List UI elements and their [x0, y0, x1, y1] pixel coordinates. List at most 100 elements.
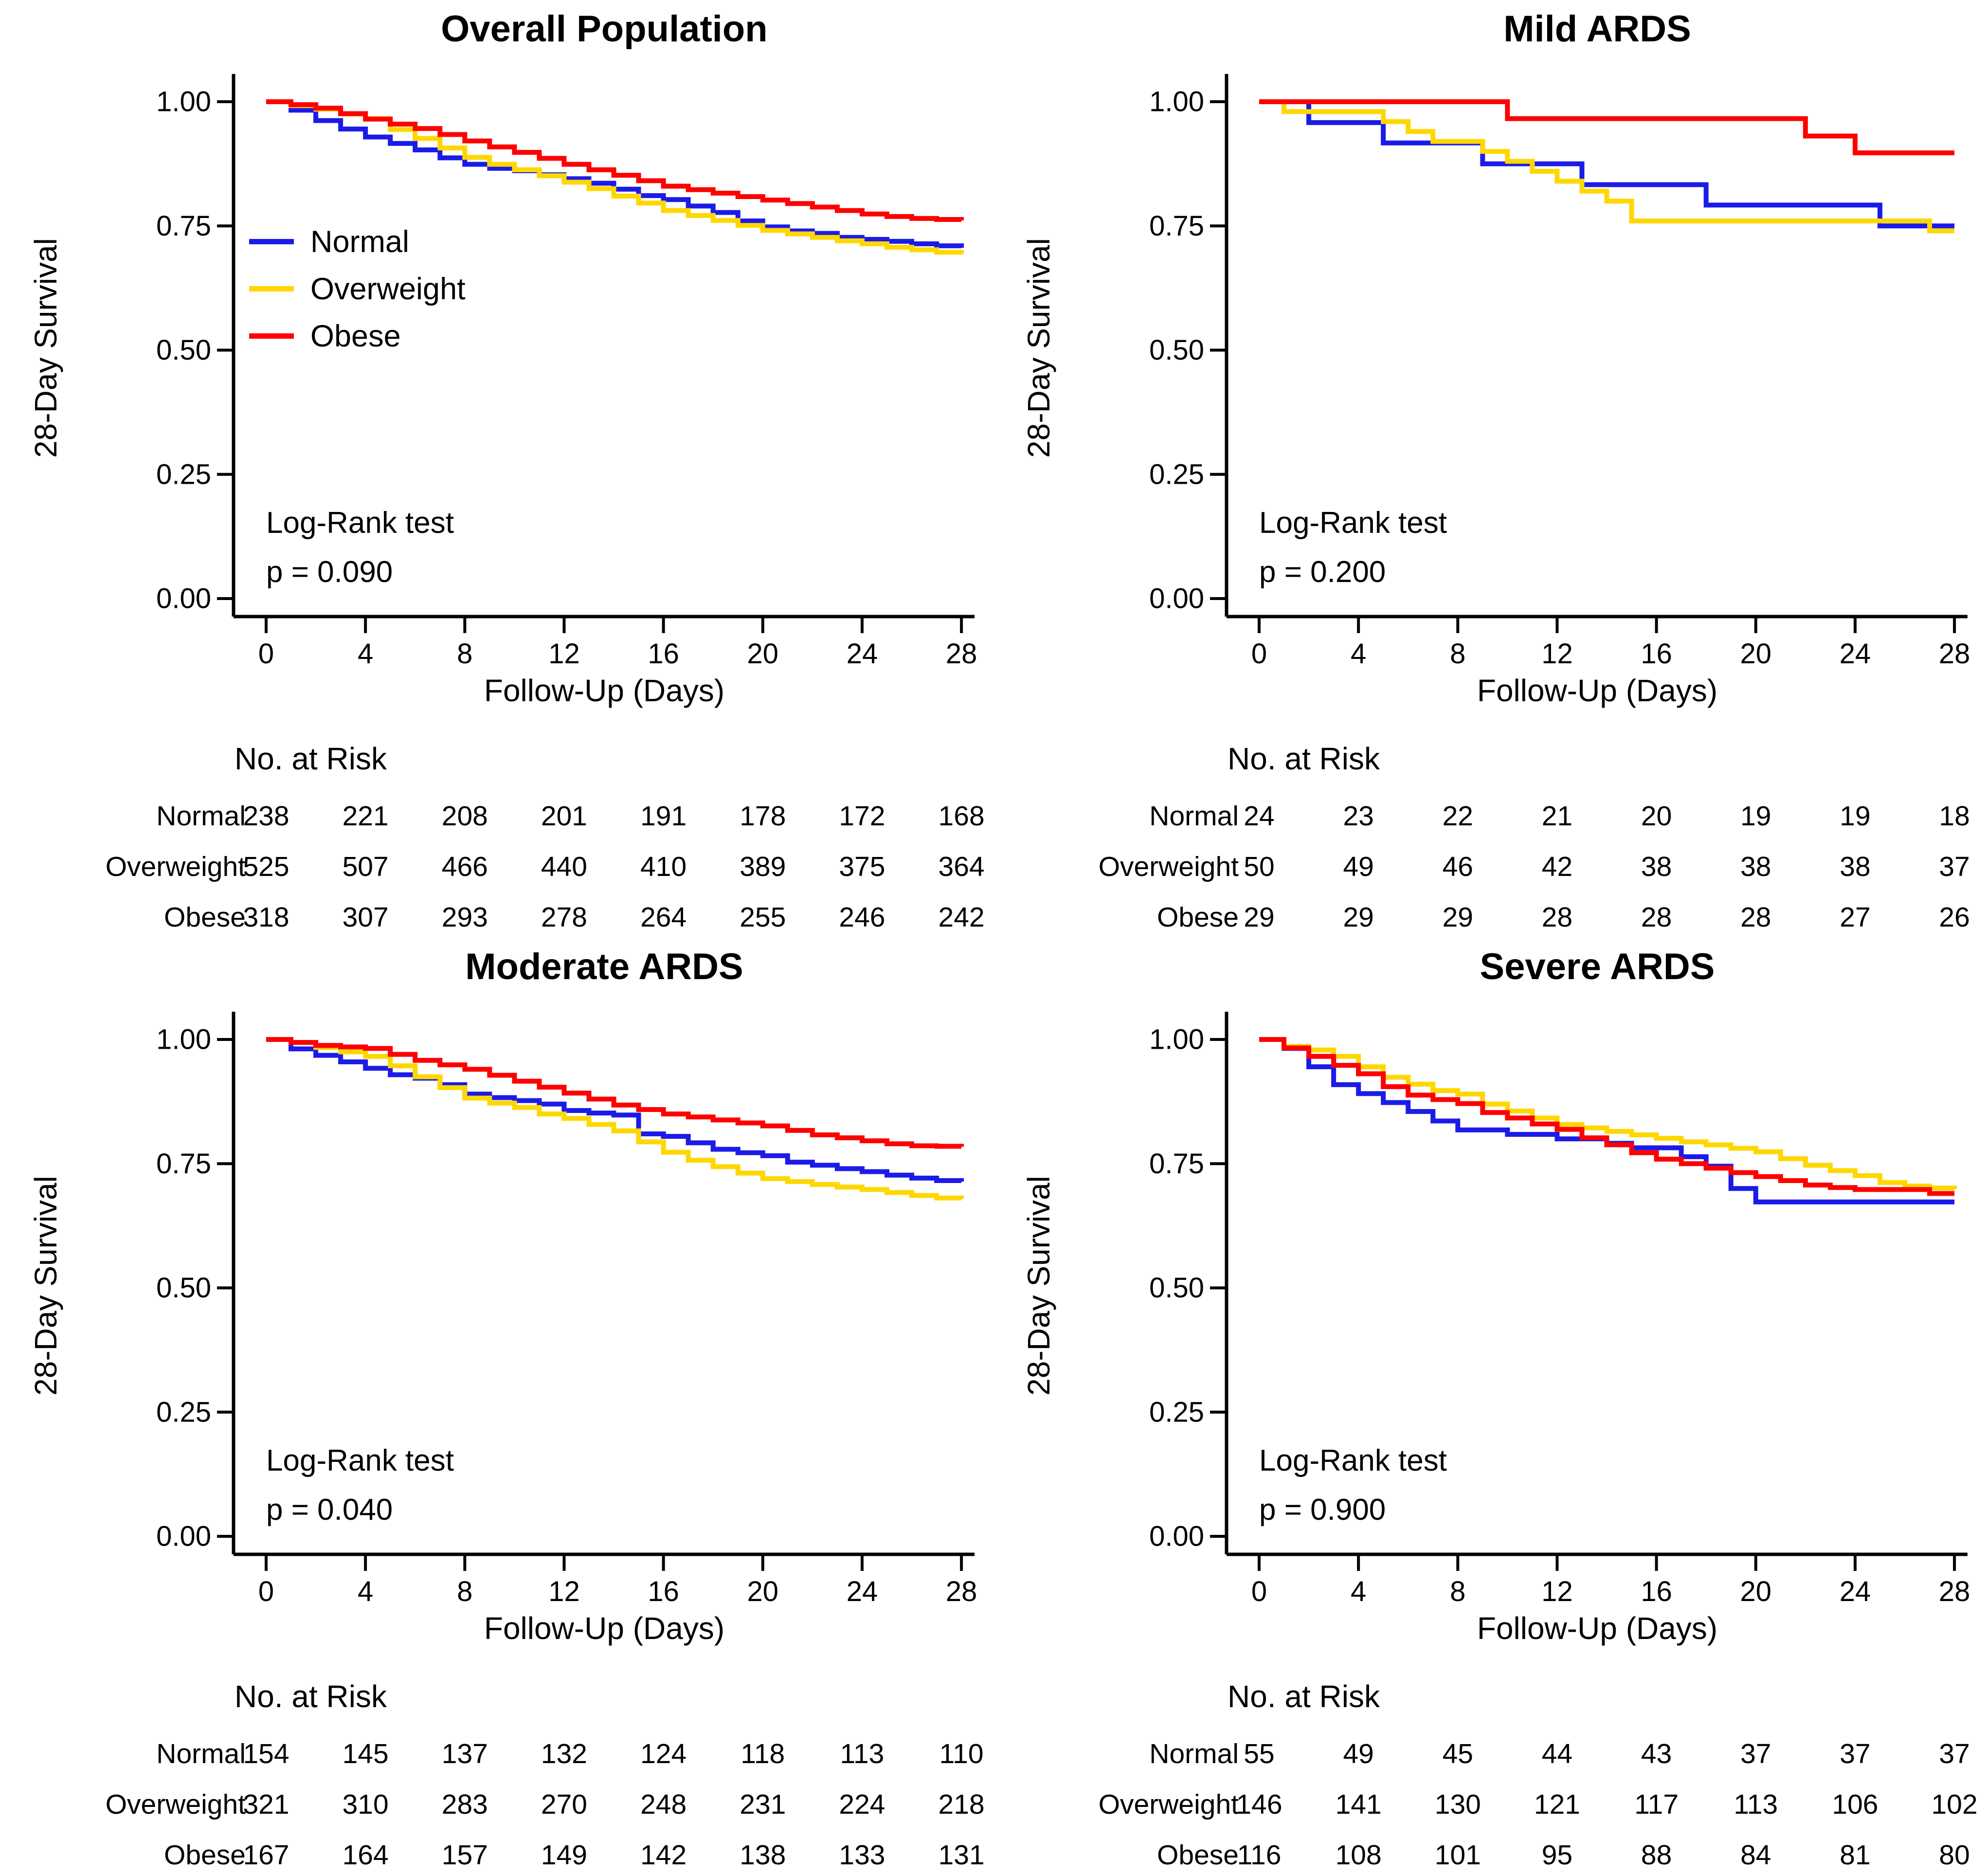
risk-value: 49	[1343, 1738, 1374, 1769]
y-tick-label: 0.50	[156, 334, 211, 366]
x-axis-title: Follow-Up (Days)	[1477, 1611, 1718, 1646]
risk-value: 124	[640, 1738, 687, 1769]
risk-row-label: Normal	[156, 801, 246, 832]
y-tick-label: 0.00	[156, 1521, 211, 1552]
curve-normal	[1259, 1037, 1955, 1204]
risk-value: 37	[1840, 1738, 1871, 1769]
logrank-label: Log-Rank test	[266, 506, 454, 540]
legend-item-normal: Normal	[249, 218, 466, 265]
survival-plot-svg: 1.00 0.75 0.50 0.25 0.00 0 4 8 12 16 20 24 28	[1149, 1012, 1970, 1607]
risk-value: 132	[541, 1738, 588, 1769]
risk-value: 102	[1931, 1789, 1978, 1820]
risk-value: 117	[1634, 1789, 1679, 1820]
risk-value: 22	[1442, 801, 1474, 832]
panel-overall-population: Overall Population 28-Day Survival 1.00 0…	[0, 0, 993, 938]
risk-table-row: Normal 55 49 45 44 43 37 37 37	[993, 1738, 1986, 1770]
risk-table-header: No. at Risk	[235, 741, 387, 776]
risk-value: 38	[1740, 851, 1771, 882]
risk-value: 81	[1840, 1840, 1871, 1871]
risk-value: 278	[541, 902, 588, 933]
x-tick-label: 16	[1641, 1576, 1672, 1607]
risk-value: 21	[1541, 801, 1573, 832]
panel-severe-ards: Severe ARDS 28-Day Survival 1.00 0.75 0.50…	[993, 938, 1986, 1876]
risk-row-label: Obese	[1157, 1840, 1239, 1871]
risk-value: 19	[1840, 801, 1871, 832]
risk-value: 29	[1343, 902, 1374, 933]
y-tick-label: 0.25	[1149, 1396, 1204, 1428]
risk-value: 318	[243, 902, 289, 933]
logrank-pvalue: p = 0.090	[266, 555, 393, 589]
risk-value: 246	[839, 902, 885, 933]
logrank-label: Log-Rank test	[1259, 1444, 1447, 1477]
risk-value: 283	[441, 1789, 488, 1820]
panel-mild-ards: Mild ARDS 28-Day Survival 1.00 0.75 0.50 0.…	[993, 0, 1986, 938]
x-tick-label: 4	[358, 1576, 373, 1607]
risk-value: 201	[541, 801, 588, 832]
logrank-annotation: Log-Rank test p = 0.040	[266, 1436, 454, 1534]
risk-value: 231	[740, 1789, 786, 1820]
overweight-line-swatch	[249, 286, 294, 291]
risk-row-label: Normal	[1149, 1738, 1239, 1769]
y-tick-label: 0.75	[156, 1148, 211, 1180]
risk-value: 18	[1939, 801, 1970, 832]
risk-value: 310	[342, 1789, 389, 1820]
risk-row-label: Overweight	[105, 1789, 246, 1820]
risk-row-label: Normal	[1149, 801, 1239, 832]
risk-table: Normal 24 23 22 21 20 19 19 18 Overweight 50 49 46 42…	[993, 789, 1986, 936]
risk-value: 19	[1740, 801, 1771, 832]
y-tick-label: 0.50	[1149, 334, 1204, 366]
risk-table-header: No. at Risk	[1228, 1679, 1380, 1714]
risk-table: Normal 154 145 137 132 124 118 113 110 Overweight…	[0, 1727, 993, 1874]
risk-value: 167	[243, 1840, 289, 1871]
y-tick-label: 1.00	[1149, 86, 1204, 118]
y-tick-label: 0.00	[1149, 583, 1204, 615]
risk-value: 145	[342, 1738, 389, 1769]
x-tick-label: 24	[847, 1576, 878, 1607]
risk-table-row: Normal 238 221 208 201 191 178 172 168	[0, 800, 993, 832]
panel-title: Overall Population	[441, 8, 768, 50]
survival-plot-svg: 1.00 0.75 0.50 0.25 0.00 0 4 8 12 16 20 24 28	[156, 74, 977, 670]
curve-obese	[266, 99, 964, 222]
risk-value: 37	[1740, 1738, 1771, 1769]
risk-value: 55	[1244, 1738, 1275, 1769]
risk-value: 26	[1939, 902, 1970, 933]
risk-value: 118	[740, 1738, 785, 1769]
risk-value: 389	[740, 851, 786, 882]
risk-row-label: Overweight	[1098, 1789, 1239, 1820]
x-tick-label: 8	[1450, 638, 1465, 670]
risk-value: 191	[640, 801, 687, 832]
risk-value: 29	[1442, 902, 1474, 933]
legend-item-obese: Obese	[249, 312, 466, 360]
risk-value: 20	[1641, 801, 1672, 832]
panel-title: Severe ARDS	[1480, 946, 1715, 987]
risk-table-row: Normal 154 145 137 132 124 118 113 110	[0, 1738, 993, 1770]
risk-value: 146	[1236, 1789, 1282, 1820]
legend: Normal Overweight Obese	[249, 218, 466, 360]
x-tick-label: 28	[1939, 1576, 1970, 1607]
legend-label: Overweight	[310, 272, 466, 306]
y-tick-label: 1.00	[156, 86, 211, 118]
x-tick-label: 4	[358, 638, 373, 670]
risk-value: 224	[839, 1789, 885, 1820]
x-tick-label: 0	[1251, 1576, 1267, 1607]
risk-value: 264	[640, 902, 687, 933]
y-tick-label: 1.00	[156, 1024, 211, 1056]
risk-value: 28	[1641, 902, 1672, 933]
risk-value: 45	[1442, 1738, 1474, 1769]
risk-row-label: Obese	[164, 902, 246, 933]
y-tick-label: 0.75	[156, 210, 211, 242]
risk-value: 218	[938, 1789, 985, 1820]
x-tick-label: 16	[648, 1576, 679, 1607]
y-tick-label: 0.25	[156, 1396, 211, 1428]
risk-table-row: Normal 24 23 22 21 20 19 19 18	[993, 800, 1986, 832]
x-tick-label: 28	[946, 638, 977, 670]
risk-row-label: Obese	[1157, 902, 1239, 933]
x-tick-label: 4	[1351, 1576, 1366, 1607]
x-tick-label: 16	[648, 638, 679, 670]
survival-plot-svg: 1.00 0.75 0.50 0.25 0.00 0 4 8 12 16 20 24 28	[1149, 74, 1970, 670]
risk-table-header: No. at Risk	[235, 1679, 387, 1714]
risk-value: 43	[1641, 1738, 1672, 1769]
risk-value: 208	[441, 801, 488, 832]
panel-moderate-ards: Moderate ARDS 28-Day Survival 1.00 0.75 0.…	[0, 938, 993, 1876]
x-tick-label: 8	[457, 1576, 472, 1607]
